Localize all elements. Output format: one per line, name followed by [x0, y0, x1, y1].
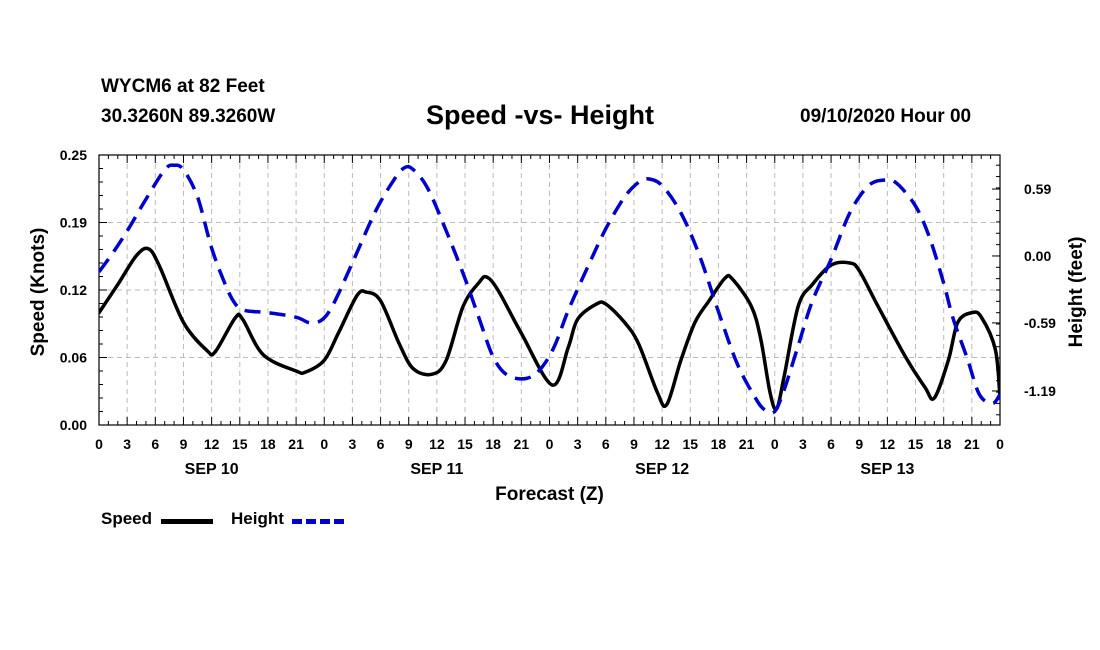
x-tick-label: 12 [204, 436, 220, 452]
x-tick-label: 21 [288, 436, 304, 452]
x-tick-label: 0 [996, 436, 1004, 452]
x-tick-label: 15 [908, 436, 924, 452]
coordinates-label: 30.3260N 89.3260W [101, 106, 276, 127]
y-left-tick-label: 0.25 [60, 147, 87, 163]
x-tick-label: 6 [377, 436, 385, 452]
y-right-axis-label: Height (feet) [1066, 237, 1087, 348]
day-label: SEP 12 [635, 461, 689, 478]
x-tick-label: 12 [429, 436, 445, 452]
x-tick-label: 18 [485, 436, 501, 452]
y-left-tick-label: 0.12 [60, 282, 87, 298]
x-tick-label: 9 [855, 436, 863, 452]
legend-height-swatch [292, 519, 344, 524]
x-tick-label: 18 [936, 436, 952, 452]
day-label: SEP 10 [185, 461, 239, 478]
y-right-tick-label: -1.19 [1024, 383, 1056, 399]
x-tick-label: 3 [574, 436, 582, 452]
x-tick-label: 6 [602, 436, 610, 452]
x-tick-label: 3 [123, 436, 131, 452]
x-tick-label: 9 [630, 436, 638, 452]
day-label: SEP 11 [410, 461, 463, 478]
x-tick-label: 0 [95, 436, 103, 452]
x-tick-label: 6 [151, 436, 159, 452]
x-tick-label: 3 [349, 436, 357, 452]
y-left-tick-label: 0.19 [60, 215, 87, 231]
x-axis-label: Forecast (Z) [495, 484, 604, 505]
y-left-tick-label: 0.00 [60, 417, 87, 433]
x-tick-label: 21 [739, 436, 755, 452]
x-tick-label: 21 [964, 436, 980, 452]
y-right-tick-label: -0.59 [1024, 315, 1056, 331]
x-tick-label: 18 [711, 436, 727, 452]
x-tick-label: 15 [457, 436, 473, 452]
x-tick-label: 3 [799, 436, 807, 452]
y-left-axis-label: Speed (Knots) [28, 228, 49, 357]
y-right-tick-label: 0.00 [1024, 248, 1051, 264]
y-left-tick-label: 0.06 [60, 350, 87, 366]
x-tick-label: 15 [232, 436, 248, 452]
x-tick-label: 0 [771, 436, 779, 452]
series-line-height [99, 163, 1000, 415]
y-right-tick-label: 0.59 [1024, 181, 1051, 197]
x-tick-label: 15 [682, 436, 698, 452]
x-tick-label: 12 [654, 436, 670, 452]
x-tick-label: 21 [514, 436, 530, 452]
x-tick-label: 9 [180, 436, 188, 452]
station-label: WYCM6 at 82 Feet [101, 76, 265, 97]
x-tick-label: 12 [880, 436, 896, 452]
day-label: SEP 13 [860, 461, 914, 478]
x-tick-label: 18 [260, 436, 276, 452]
series-line-speed [99, 246, 1000, 412]
chart-title: Speed -vs- Height [426, 100, 655, 130]
legend-speed-swatch [161, 519, 213, 524]
x-tick-label: 0 [546, 436, 554, 452]
x-tick-label: 9 [405, 436, 413, 452]
x-tick-label: 6 [827, 436, 835, 452]
forecast-datetime: 09/10/2020 Hour 00 [800, 106, 972, 127]
legend-speed-label: Speed [101, 509, 153, 528]
legend-height-label: Height [231, 509, 284, 528]
x-tick-label: 0 [320, 436, 328, 452]
